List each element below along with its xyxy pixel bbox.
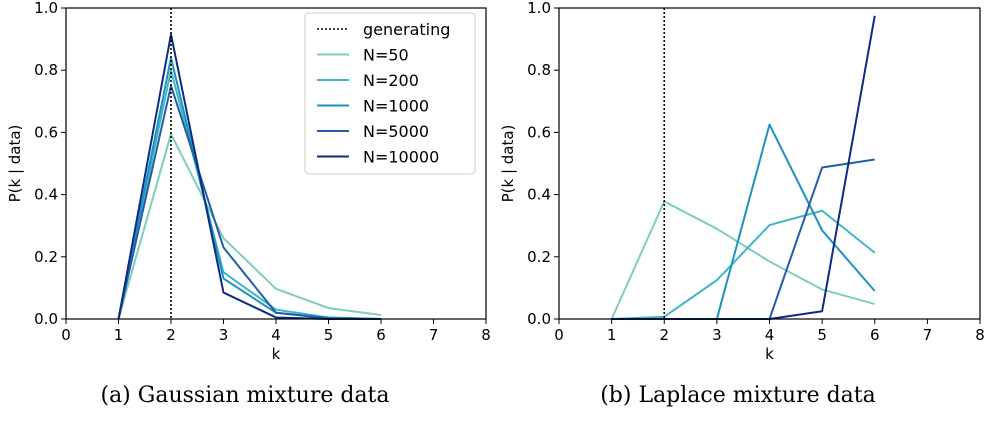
legend-label-n-50: N=50: [363, 46, 409, 65]
subfigure-caption: (b) Laplace mixture data: [600, 383, 876, 408]
y-tick-label: 0.8: [34, 61, 58, 79]
y-tick-label: 0.4: [34, 186, 58, 204]
x-tick-label: 0: [554, 326, 564, 344]
x-tick-label: 4: [271, 326, 281, 344]
legend-box: [304, 12, 476, 175]
y-axis-label: P(k | data): [499, 125, 517, 203]
series-line-n-200: [611, 209, 876, 320]
x-tick-label: 3: [712, 326, 722, 344]
x-tick-label: 7: [429, 326, 439, 344]
y-axis-label: P(k | data): [6, 125, 24, 203]
series-line-n-50: [610, 200, 876, 320]
x-tick-label: 1: [114, 326, 124, 344]
legend-label-n-10000: N=10000: [363, 148, 439, 167]
panel-gaussian: 0 1 2 3 4 5 6 7 8 0.0 0.2 0.4 0.6 0.8 1.0 k P(k | data) (…: [6, 0, 491, 408]
x-tick-label: 5: [324, 326, 334, 344]
x-tick-label: 0: [61, 326, 71, 344]
x-tick-label: 5: [817, 326, 827, 344]
y-tick-label: 0.4: [527, 186, 551, 204]
legend-label-n-1000: N=1000: [363, 97, 429, 116]
legend-label-n-5000: N=5000: [363, 122, 429, 141]
x-tick-label: 7: [923, 326, 933, 344]
x-tick-label: 8: [975, 326, 985, 344]
y-tick-label: 0.2: [527, 248, 551, 266]
x-tick-label: 2: [659, 326, 669, 344]
x-axis-label: k: [272, 345, 281, 363]
legend-label-generating: generating: [363, 20, 450, 39]
x-tick-label: 2: [166, 326, 176, 344]
x-tick-label: 3: [219, 326, 229, 344]
y-tick-label: 0.0: [527, 310, 551, 328]
y-tick-label: 0.2: [34, 248, 58, 266]
x-tick-label: 8: [481, 326, 491, 344]
x-tick-label: 6: [870, 326, 880, 344]
legend: generating N=50 N=200 N=1000 N=5000 N=10000: [304, 12, 476, 175]
plot-frame: [558, 7, 981, 320]
y-tick-label: 0.8: [527, 61, 551, 79]
x-tick-label: 1: [607, 326, 617, 344]
x-tick-label: 4: [765, 326, 775, 344]
x-tick-label: 6: [376, 326, 386, 344]
panel-laplace: 0 1 2 3 4 5 6 7 8 0.0 0.2 0.4 0.6 0.8 1.0 k P(k | data) (…: [499, 0, 985, 408]
x-axis-label: k: [765, 345, 774, 363]
y-tick-label: 0.0: [34, 310, 58, 328]
series-line-n-50: [117, 132, 382, 320]
subfigure-caption: (a) Gaussian mixture data: [100, 383, 389, 408]
y-tick-label: 1.0: [527, 0, 551, 17]
y-tick-label: 0.6: [527, 123, 551, 141]
y-tick-label: 0.6: [34, 123, 58, 141]
legend-label-n-200: N=200: [363, 71, 419, 90]
series-line-n-10000: [611, 15, 876, 320]
y-tick-label: 1.0: [34, 0, 58, 17]
